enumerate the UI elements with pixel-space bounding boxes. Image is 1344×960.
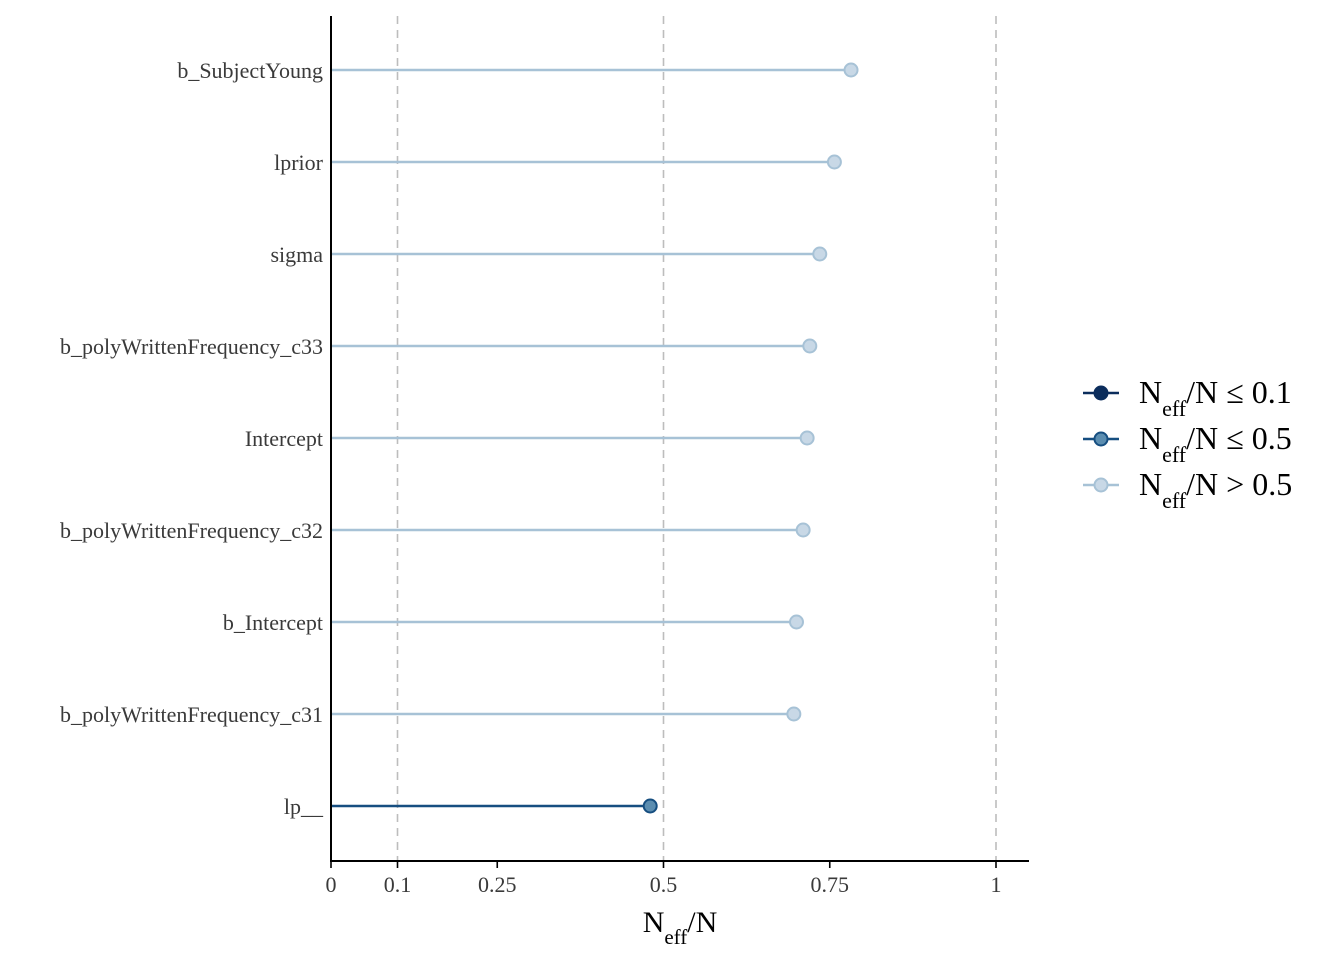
x-axis-label-rest: /N	[687, 906, 717, 939]
y-tick-label: b_polyWrittenFrequency_c31	[60, 702, 323, 727]
x-axis-label-main: N	[643, 906, 665, 939]
y-tick-label: b_polyWrittenFrequency_c33	[60, 334, 323, 359]
legend-entry: Neff/N ≤ 0.5	[1083, 420, 1292, 467]
lollipop-series	[331, 62, 859, 814]
legend-entry: Neff/N ≤ 0.1	[1083, 374, 1292, 421]
legend-label: Neff/N ≤ 0.5	[1139, 420, 1292, 467]
lollipop-point	[843, 62, 859, 78]
legend-label: Neff/N ≤ 0.1	[1139, 374, 1292, 421]
x-axis-label-sub: eff	[664, 925, 687, 949]
x-tick-label: 1	[991, 872, 1002, 897]
y-tick-label: lp__	[284, 794, 324, 819]
legend-key-point	[1093, 431, 1109, 447]
x-tick-label: 0.75	[811, 872, 850, 897]
lollipop-point	[795, 522, 811, 538]
legend-label: Neff/N > 0.5	[1139, 466, 1292, 513]
lollipop-point	[786, 706, 802, 722]
y-tick-label: lprior	[274, 150, 324, 175]
x-axis-ticks: 0 0.1 0.25 0.5 0.75 1	[326, 861, 1002, 897]
y-tick-label: b_Intercept	[223, 610, 323, 635]
y-tick-label: Intercept	[245, 426, 323, 451]
legend-key-point	[1093, 385, 1109, 401]
x-tick-label: 0.1	[384, 872, 412, 897]
y-tick-label: sigma	[270, 242, 323, 267]
lollipop-point	[802, 338, 818, 354]
lollipop-point	[826, 154, 842, 170]
x-axis-label: Neff/N	[643, 906, 718, 949]
x-tick-label: 0	[326, 872, 337, 897]
x-tick-label: 0.5	[650, 872, 678, 897]
x-tick-label: 0.25	[478, 872, 517, 897]
lollipop-point	[642, 798, 658, 814]
legend-entry: Neff/N > 0.5	[1083, 466, 1292, 513]
y-tick-label: b_polyWrittenFrequency_c32	[60, 518, 323, 543]
legend-key-point	[1093, 477, 1109, 493]
y-tick-label: b_SubjectYoung	[177, 58, 323, 83]
lollipop-point	[812, 246, 828, 262]
lollipop-point	[799, 430, 815, 446]
lollipop-point	[789, 614, 804, 630]
